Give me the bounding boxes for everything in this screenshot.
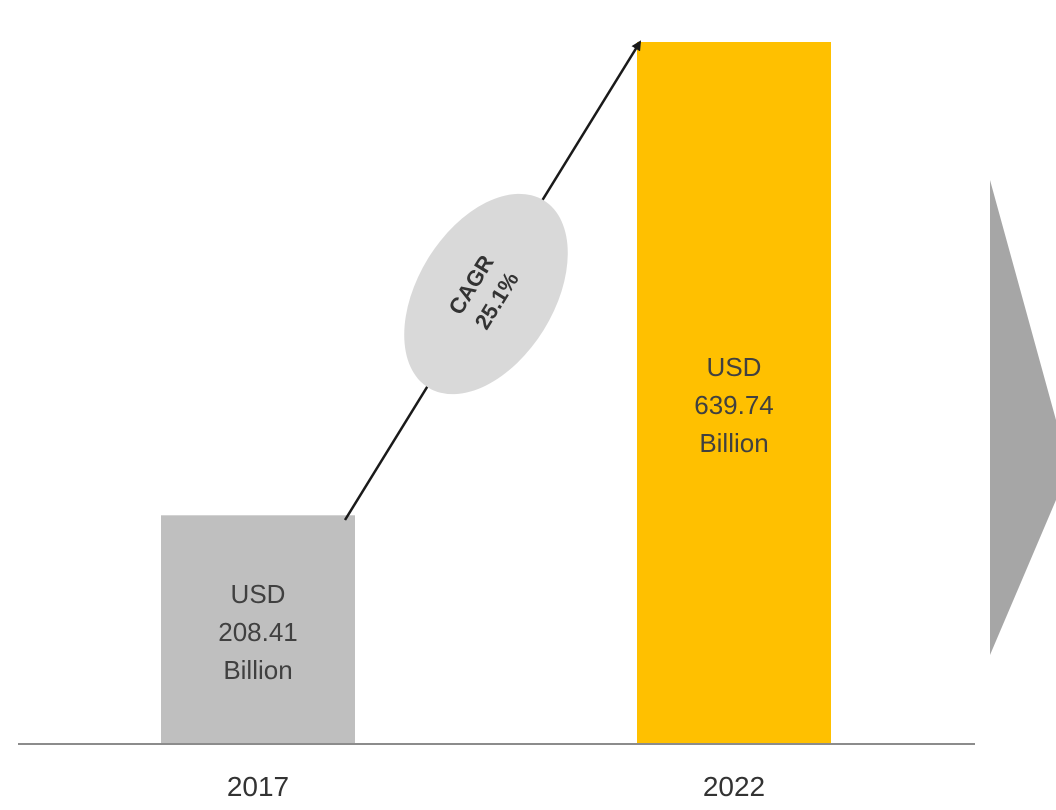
bar-2022-label-line-3: Billion <box>699 428 768 458</box>
x-tick-2022: 2022 <box>703 771 765 802</box>
bar-2022-label-line-1: USD <box>707 352 762 382</box>
labels-layer: USD 208.41 Billion 2017 USD 639.74 Billion 2022 <box>218 352 774 802</box>
x-tick-2017: 2017 <box>227 771 289 802</box>
bar-2017-label-line-3: Billion <box>223 655 292 685</box>
cagr-arrow-group: CAGR 25.1% <box>343 40 642 521</box>
cagr-ellipse <box>404 193 568 395</box>
next-chevron-shape <box>990 180 1056 655</box>
bar-2017 <box>161 515 355 744</box>
bar-2017-label-line-2: 208.41 <box>218 617 298 647</box>
bar-2022-label-line-2: 639.74 <box>694 390 774 420</box>
bar-2017-label-line-1: USD <box>231 579 286 609</box>
bar-2022 <box>637 42 831 744</box>
cagr-badge: CAGR 25.1% <box>404 193 568 395</box>
bars-layer <box>161 42 831 744</box>
